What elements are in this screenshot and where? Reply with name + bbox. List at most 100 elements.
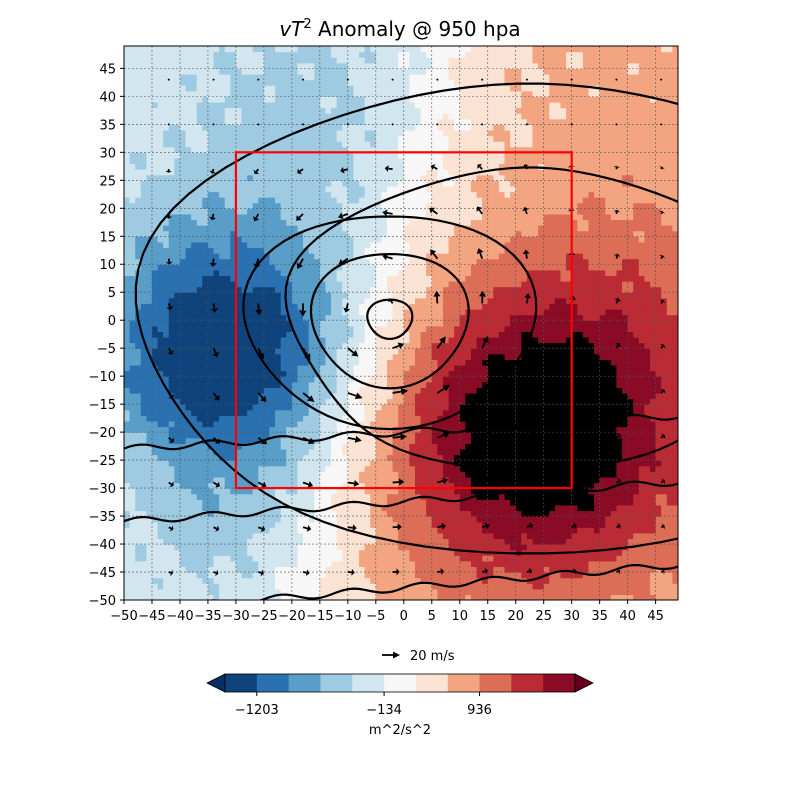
field-cell — [235, 281, 243, 288]
field-cell — [319, 336, 327, 344]
field-cell — [364, 258, 371, 265]
field-cell — [174, 197, 181, 204]
field-cell — [291, 370, 299, 377]
field-cell — [252, 57, 259, 64]
field-cell — [135, 286, 142, 293]
field-cell — [151, 185, 159, 193]
field-cell — [135, 521, 142, 528]
field-cell — [280, 57, 287, 64]
field-cell — [347, 577, 355, 584]
field-cell — [314, 583, 321, 590]
field-cell — [375, 521, 383, 528]
field-cell — [325, 560, 332, 568]
field-cell — [403, 488, 410, 495]
field-cell — [235, 118, 243, 125]
field-cell — [157, 331, 164, 338]
field-cell — [359, 286, 366, 293]
field-cell — [342, 420, 349, 428]
field-cell — [213, 141, 220, 148]
field-cell — [325, 180, 332, 187]
field-cell — [213, 510, 220, 517]
field-cell — [347, 163, 355, 170]
field-cell — [207, 588, 215, 596]
field-cell — [387, 174, 394, 181]
field-cell — [314, 230, 321, 237]
field-cell — [241, 269, 248, 277]
field-cell — [331, 57, 338, 64]
field-cell — [168, 46, 175, 53]
field-cell — [213, 532, 220, 540]
field-cell — [347, 560, 355, 568]
field-cell — [241, 247, 248, 254]
field-cell — [359, 448, 366, 456]
field-cell — [207, 208, 215, 215]
field-cell — [286, 253, 293, 260]
field-cell — [157, 415, 164, 422]
field-cell — [146, 180, 153, 187]
field-cell — [235, 404, 243, 411]
field-cell — [291, 247, 299, 254]
field-cell — [392, 180, 399, 187]
field-cell — [219, 392, 226, 400]
field-cell — [252, 230, 259, 237]
field-cell — [392, 292, 399, 299]
field-cell — [196, 471, 203, 478]
field-cell — [403, 516, 410, 523]
field-cell — [370, 521, 377, 528]
field-cell — [135, 219, 142, 226]
field-cell — [280, 448, 287, 456]
field-cell — [370, 96, 377, 103]
field-cell — [353, 471, 360, 478]
field-cell — [174, 157, 181, 165]
field-cell — [325, 241, 332, 249]
field-cell — [398, 381, 405, 388]
field-cell — [353, 68, 360, 75]
field-cell — [191, 572, 198, 579]
field-cell — [196, 253, 203, 260]
field-cell — [398, 577, 405, 584]
field-cell — [319, 247, 327, 254]
field-cell — [235, 230, 243, 237]
field-cell — [168, 443, 175, 450]
field-cell — [129, 303, 136, 310]
field-cell — [314, 213, 321, 221]
field-cell — [387, 404, 394, 411]
field-cell — [219, 420, 226, 428]
field-cell — [359, 135, 366, 142]
field-cell — [297, 197, 304, 204]
field-cell — [235, 197, 243, 204]
field-cell — [163, 359, 170, 366]
field-cell — [235, 493, 243, 500]
field-cell — [347, 488, 355, 495]
field-cell — [325, 426, 332, 433]
field-cell — [191, 113, 198, 120]
field-cell — [235, 113, 243, 120]
field-cell — [157, 409, 164, 416]
field-cell — [168, 588, 175, 596]
field-cell — [207, 398, 215, 405]
field-cell — [303, 236, 310, 243]
field-cell — [314, 113, 321, 120]
field-cell — [135, 124, 142, 131]
field-cell — [241, 73, 248, 81]
field-cell — [331, 146, 338, 153]
field-cell — [129, 73, 136, 81]
field-cell — [370, 118, 377, 125]
field-cell — [331, 448, 338, 456]
field-cell — [191, 415, 198, 422]
field-cell — [280, 482, 287, 489]
field-cell — [157, 253, 164, 260]
field-cell — [303, 208, 310, 215]
field-cell — [135, 325, 142, 332]
field-cell — [303, 409, 310, 416]
field-cell — [247, 79, 254, 86]
field-cell — [297, 269, 304, 277]
field-cell — [342, 163, 349, 170]
field-cell — [319, 370, 327, 377]
field-cell — [202, 297, 209, 305]
field-cell — [135, 113, 142, 120]
field-cell — [303, 230, 310, 237]
field-cell — [392, 482, 399, 489]
field-cell — [124, 113, 131, 120]
field-cell — [263, 269, 271, 277]
